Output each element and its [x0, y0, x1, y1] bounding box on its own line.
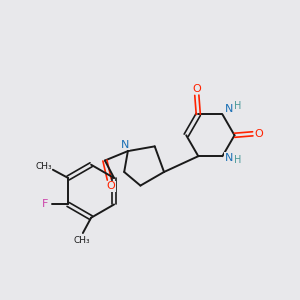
Text: N: N: [225, 153, 233, 163]
Text: N: N: [225, 104, 233, 114]
Text: O: O: [192, 84, 201, 94]
Text: CH₃: CH₃: [73, 236, 90, 245]
Text: CH₃: CH₃: [35, 162, 52, 171]
Text: H: H: [234, 101, 242, 111]
Text: O: O: [255, 129, 264, 139]
Text: H: H: [234, 155, 242, 165]
Text: N: N: [121, 140, 130, 150]
Text: F: F: [41, 200, 48, 209]
Text: O: O: [106, 181, 115, 191]
